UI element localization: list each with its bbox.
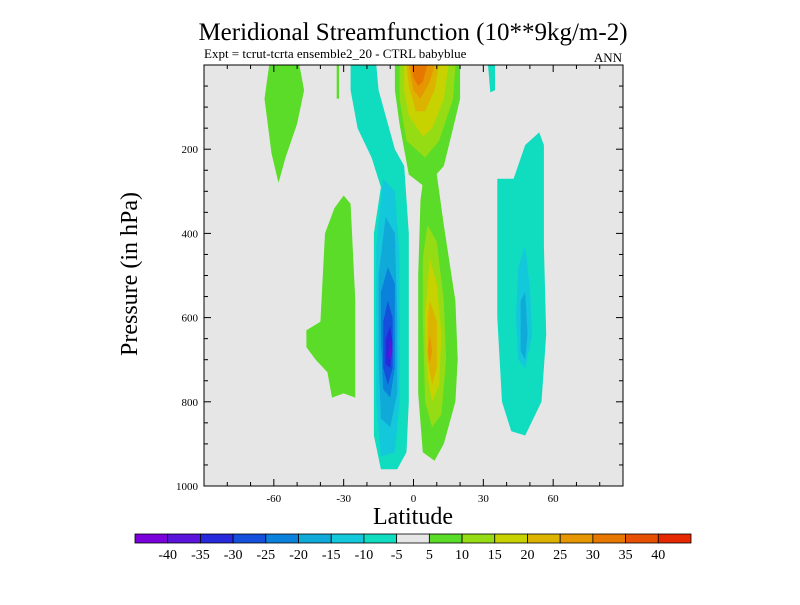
contour-small-blob-5: [488, 65, 495, 93]
contour-neg-band-35: [387, 338, 393, 360]
colorbar-swatch: [265, 533, 299, 544]
colorbar-label: 10: [455, 548, 469, 563]
contour-upper-left-10: [264, 65, 305, 183]
contour-sh-neg-15: [520, 292, 528, 360]
colorbar-swatch: [232, 533, 267, 544]
colorbar-label: -40: [158, 548, 177, 563]
colorbar-swatch: [428, 533, 463, 544]
colorbar-label: -5: [391, 548, 403, 563]
colorbar-label: -35: [191, 548, 210, 563]
x-tick-label: -60: [266, 493, 281, 505]
y-tick-label: 400: [182, 228, 199, 240]
colorbar-swatch: [363, 533, 398, 544]
x-tick-label: 0: [411, 493, 417, 505]
colorbar-label: -25: [256, 548, 275, 563]
season-label: ANN: [594, 50, 623, 65]
colorbar-label: 30: [586, 548, 600, 563]
colorbar-label: -10: [355, 548, 374, 563]
contour-pos-lower-30: [427, 334, 433, 364]
colorbar-swatch: [592, 533, 626, 544]
y-tick-label: 600: [182, 313, 199, 325]
x-tick-label: 60: [548, 493, 560, 505]
contour-midleft-10: [306, 195, 356, 398]
colorbar-swatch: [200, 533, 234, 544]
colorbar-swatch: [461, 533, 496, 544]
colorbar: -40 -35 -30 -25 -20 -15 -10 -5 5 10 15 20 25 30 35 40: [134, 533, 692, 563]
colorbar-swatch: [625, 533, 659, 544]
colorbar-label: 40: [651, 548, 665, 563]
x-tick-label: -30: [336, 493, 351, 505]
contour-upper-strip-10: [336, 65, 339, 99]
x-tick-label: 30: [478, 493, 490, 505]
colorbar-swatch: [494, 533, 528, 544]
colorbar-swatch: [657, 533, 692, 544]
colorbar-swatch: [330, 533, 365, 544]
x-axis-title: Latitude: [373, 504, 453, 530]
colorbar-label: -15: [322, 548, 341, 563]
chart-title: Meridional Streamfunction (10**9kg/m-2): [198, 19, 627, 46]
colorbar-swatch: [527, 533, 561, 544]
colorbar-label: 35: [619, 548, 633, 563]
colorbar-label: -20: [289, 548, 308, 563]
colorbar-swatch: [396, 533, 430, 544]
y-tick-label: 200: [182, 144, 199, 156]
contour-pos-upper-35: [411, 65, 428, 86]
axis-layer: -60 -30 0 30 60 200 400 600 800 1000: [176, 64, 624, 505]
y-tick-label: 800: [182, 397, 199, 409]
colorbar-label: 15: [488, 548, 502, 563]
colorbar-swatch: [559, 533, 594, 544]
y-axis-title: Pressure (in hPa): [117, 192, 143, 356]
colorbar-label: 20: [520, 548, 534, 563]
plot-layer: [204, 65, 623, 486]
chart-subtitle: Expt = tcrut-tcrta ensemble2_20 - CTRL b…: [204, 46, 467, 61]
colorbar-swatch: [134, 533, 169, 544]
colorbar-label: -30: [224, 548, 243, 563]
colorbar-swatch: [298, 533, 332, 544]
colorbar-label: 5: [426, 548, 433, 563]
colorbar-label: 25: [553, 548, 567, 563]
colorbar-swatch: [167, 533, 201, 544]
contour-pos-lower-25: [427, 300, 437, 385]
y-tick-label: 1000: [176, 481, 199, 493]
